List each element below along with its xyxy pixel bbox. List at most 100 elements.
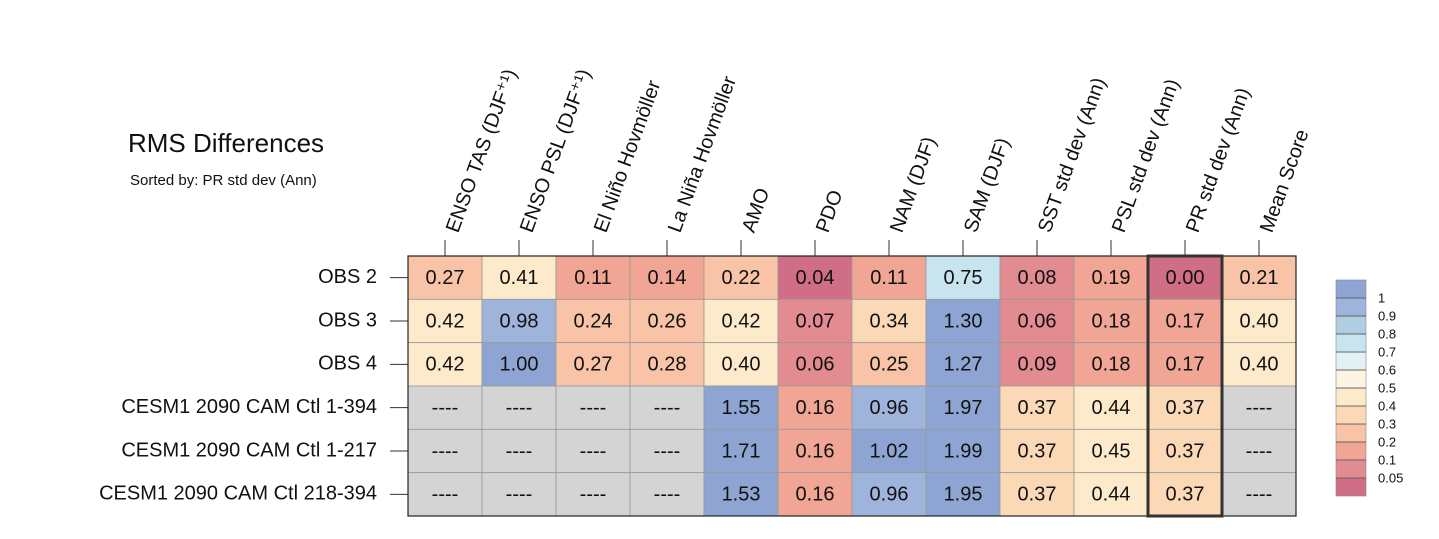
cell-label: 0.06: [796, 354, 835, 376]
colorbar-label: 0.6: [1378, 362, 1396, 377]
colorbar-box: [1335, 369, 1367, 389]
cell: [407, 342, 483, 387]
cell-label: 0.00: [1166, 267, 1205, 289]
row-label: OBS 3: [318, 309, 377, 331]
colorbar-box: [1335, 279, 1367, 299]
missing-cell: [481, 428, 557, 474]
cell: [1147, 342, 1223, 387]
cell-label: 1.02: [870, 440, 909, 462]
cell-label: 0.16: [796, 440, 835, 462]
cell: [481, 342, 557, 387]
cell: [703, 385, 779, 430]
missing-cell: [481, 472, 557, 517]
cell-label: 0.75: [944, 267, 983, 289]
cell: [777, 298, 853, 344]
cell-label: ----: [432, 484, 459, 506]
cell-label: 0.27: [426, 267, 465, 289]
column-label: Mean Score: [1256, 127, 1314, 236]
cell-label: ----: [1246, 440, 1273, 462]
missing-cell: [555, 472, 631, 517]
cell-label: 0.24: [574, 310, 613, 332]
row-label: OBS 4: [318, 353, 377, 375]
cell-label: 0.37: [1166, 484, 1205, 506]
cell: [703, 342, 779, 387]
cell-label: 0.09: [1018, 354, 1057, 376]
cell-label: 1.99: [944, 440, 983, 462]
cell-label: 1.00: [500, 354, 539, 376]
cell-label: 0.98: [500, 310, 539, 332]
missing-cell: [1221, 385, 1297, 430]
missing-cell: [629, 385, 705, 430]
cell-label: 0.41: [500, 267, 539, 289]
cell-label: 0.42: [722, 310, 761, 332]
cell-label: ----: [432, 440, 459, 462]
row-label: CESM1 2090 CAM Ctl 1-394: [121, 396, 377, 418]
cell: [999, 298, 1075, 344]
cell-label: 1.71: [722, 440, 761, 462]
missing-cell: [407, 472, 483, 517]
cell-label: 1.95: [944, 484, 983, 506]
column-label: El Niño Hovmöller: [590, 77, 666, 235]
cell-label: ----: [506, 484, 533, 506]
cell-label: 0.37: [1018, 440, 1057, 462]
cell-label: 0.21: [1240, 267, 1279, 289]
cell-label: 1.53: [722, 484, 761, 506]
cell-label: 0.04: [796, 267, 835, 289]
column-label: La Niña Hovmöller: [664, 73, 741, 235]
cell-label: 0.16: [796, 397, 835, 419]
colorbar-label: 0.9: [1378, 308, 1396, 323]
colorbar-label: 0.3: [1378, 416, 1396, 431]
cell-label: 0.45: [1092, 440, 1131, 462]
cell: [851, 428, 927, 474]
cell: [703, 428, 779, 474]
cell: [999, 385, 1075, 430]
cell-label: 0.40: [1240, 354, 1279, 376]
cell-label: ----: [1246, 484, 1273, 506]
colorbar-label: 0.1: [1378, 452, 1396, 467]
cell-label: 0.37: [1018, 484, 1057, 506]
colorbar-box: [1335, 405, 1367, 425]
colorbar-box: [1335, 315, 1367, 335]
cell: [1147, 472, 1223, 517]
colorbar-box: [1335, 441, 1367, 461]
column-label: PDO: [812, 187, 847, 235]
cell-label: ----: [654, 440, 681, 462]
colorbar-box: [1335, 387, 1367, 407]
cell: [1221, 342, 1297, 387]
cell: [777, 472, 853, 517]
cell-label: 0.14: [648, 267, 687, 289]
cell-label: 0.96: [870, 397, 909, 419]
colorbar-label: 0.05: [1378, 470, 1403, 485]
cell-label: 0.08: [1018, 267, 1057, 289]
cell-label: 0.96: [870, 484, 909, 506]
cell-label: 0.16: [796, 484, 835, 506]
column-label: SST std dev (Ann): [1034, 75, 1110, 236]
cell-label: 0.42: [426, 310, 465, 332]
cell: [1073, 472, 1149, 517]
cell-label: ----: [580, 440, 607, 462]
cell-label: 1.27: [944, 354, 983, 376]
row-label: OBS 2: [318, 266, 377, 288]
cell-label: 0.40: [1240, 310, 1279, 332]
row-label: CESM1 2090 CAM Ctl 1-217: [121, 439, 377, 461]
cell-label: ----: [506, 397, 533, 419]
cell: [851, 342, 927, 387]
colorbar-box: [1335, 297, 1367, 317]
colorbar-label: 0.4: [1378, 398, 1396, 413]
cell-label: ----: [654, 484, 681, 506]
missing-cell: [407, 428, 483, 474]
cell-label: 0.27: [574, 354, 613, 376]
cell-label: 0.17: [1166, 354, 1205, 376]
chart-title: RMS Differences: [128, 128, 324, 158]
cell: [925, 298, 1001, 344]
column-label: SAM (DJF): [960, 135, 1014, 235]
colorbar-box: [1335, 351, 1367, 371]
cell-label: 1.97: [944, 397, 983, 419]
colorbar-box: [1335, 477, 1367, 497]
cell-label: 0.25: [870, 354, 909, 376]
missing-cell: [629, 472, 705, 517]
cell-label: 0.06: [1018, 310, 1057, 332]
column-label: PR std dev (Ann): [1182, 85, 1255, 236]
cell: [925, 385, 1001, 430]
